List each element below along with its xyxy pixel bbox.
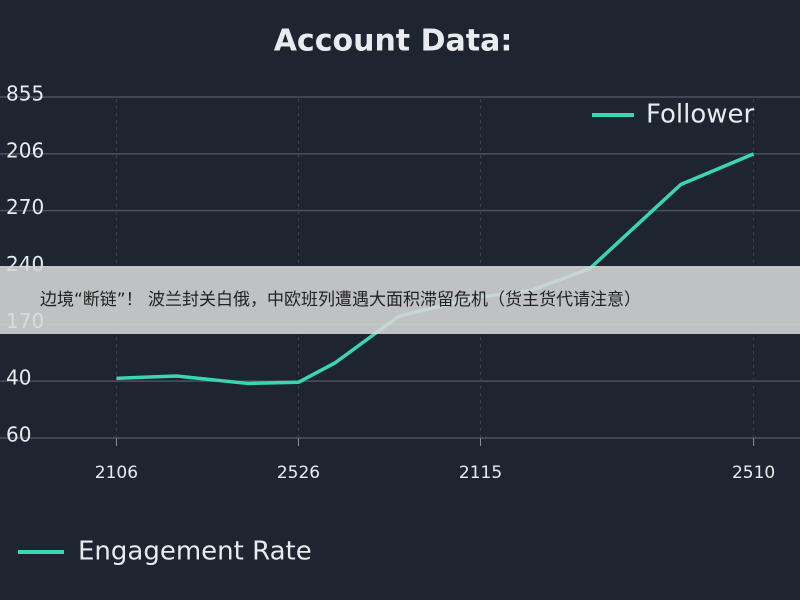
y-tick-label: 60: [6, 423, 31, 447]
y-tick-label: 270: [6, 195, 44, 219]
x-tick-label: 2115: [459, 463, 502, 483]
x-tick-label: 2510: [732, 463, 775, 483]
y-tick-label: 40: [6, 366, 31, 390]
banner: 边境“断链”！ 波兰封关白俄，中欧班列遭遇大面积滞留危机（货主货代请注意）: [0, 266, 800, 334]
x-tick-label: 2106: [95, 463, 138, 483]
y-tick-label: 855: [6, 82, 44, 106]
chart-title: Account Data:: [274, 24, 513, 59]
y-tick-label: 206: [6, 138, 44, 162]
legend-label: Engagement Rate: [78, 537, 312, 567]
x-tick-label: 2526: [277, 463, 320, 483]
legend-label: Follower: [646, 100, 755, 130]
